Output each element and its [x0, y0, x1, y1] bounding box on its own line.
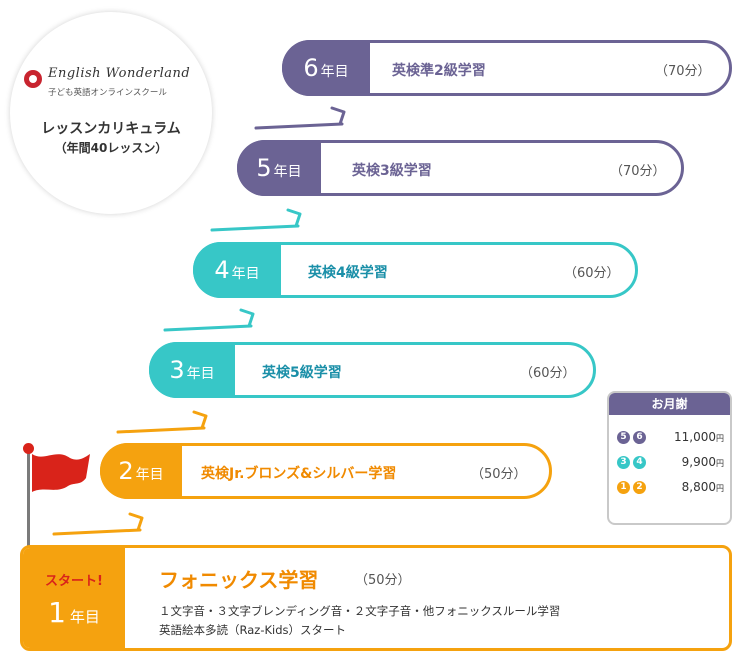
year-4-number: 4 — [214, 256, 230, 284]
year-4-badge: 4 年目 — [193, 242, 281, 298]
curriculum-logo-circle — [10, 12, 212, 214]
flag-pole — [27, 450, 30, 550]
year-5-bar: 5 年目 英検3級学習 （70分） — [237, 140, 684, 196]
year-2-dot: 2 — [633, 481, 646, 494]
step-arrow-icon — [210, 208, 302, 232]
logo-name-en: English Wonderland — [48, 66, 191, 81]
year-6-label: 英検準2級学習 — [392, 63, 486, 79]
year-1-panel: スタート! 1 年目 フォニックス学習 （50分） １文字音・３文字ブレンディング… — [20, 545, 732, 651]
year-6-number: 6 — [303, 54, 319, 82]
year-1-badge: スタート! 1 年目 — [23, 548, 125, 648]
year-5-dot: 5 — [617, 431, 630, 444]
year-2-bar: 2 年目 英検Jr.ブロンズ&シルバー学習 （50分） — [100, 443, 552, 499]
year-4-dot: 4 — [633, 456, 646, 469]
year-6-bar: 6 年目 英検準2級学習 （70分） — [282, 40, 732, 96]
flag-pole-top — [23, 443, 34, 454]
fee-row-years-3-4: 3 4 9,900円 — [617, 454, 724, 474]
year-3-dot: 3 — [617, 456, 630, 469]
year-3-duration: （60分） — [520, 366, 576, 381]
year-5-number: 5 — [256, 154, 272, 182]
year-3-bar: 3 年目 英検5級学習 （60分） — [149, 342, 596, 398]
year-6-duration: （70分） — [655, 64, 711, 79]
year-5-badge: 5 年目 — [237, 140, 321, 196]
monthly-fee-box: お月謝 5 6 11,000円 3 4 9,900円 1 2 8,800円 — [607, 391, 732, 525]
monthly-fee-title: お月謝 — [609, 393, 730, 415]
step-arrow-icon — [163, 308, 255, 332]
year-1-title: 1 年目 — [23, 596, 125, 629]
year-5-unit: 年目 — [273, 164, 302, 180]
year-5-duration: （70分） — [610, 164, 666, 179]
school-logo-icon — [24, 70, 42, 88]
year-3-unit: 年目 — [186, 366, 215, 382]
curriculum-subtitle: （年間40レッスン） — [54, 141, 168, 155]
year-2-badge: 2 年目 — [100, 443, 182, 499]
fee-amount: 8,800円 — [681, 480, 724, 494]
year-6-dot: 6 — [633, 431, 646, 444]
year-2-duration: （50分） — [471, 467, 527, 482]
fee-amount: 11,000円 — [674, 430, 724, 444]
year-6-badge: 6 年目 — [282, 40, 370, 96]
year-3-badge: 3 年目 — [149, 342, 235, 398]
year-4-label: 英検4級学習 — [308, 265, 388, 281]
year-4-unit: 年目 — [231, 266, 260, 282]
year-4-duration: （60分） — [564, 266, 620, 281]
flag-icon — [32, 454, 90, 492]
year-1-unit: 年目 — [69, 608, 100, 626]
start-label: スタート! — [45, 574, 103, 589]
year-1-description-1: １文字音・３文字ブレンディング音・２文字子音・他フォニックスルール学習 — [159, 604, 561, 618]
year-1-dot: 1 — [617, 481, 630, 494]
year-1-duration: （50分） — [355, 573, 411, 588]
step-arrow-icon — [254, 106, 346, 130]
year-6-unit: 年目 — [320, 64, 349, 80]
step-arrow-icon — [52, 512, 144, 536]
year-2-number: 2 — [118, 457, 134, 485]
curriculum-title: レッスンカリキュラム — [41, 121, 181, 137]
year-3-label: 英検5級学習 — [262, 365, 342, 381]
year-1-description-2: 英語絵本多読（Raz-Kids）スタート — [159, 623, 346, 637]
fee-row-years-5-6: 5 6 11,000円 — [617, 429, 724, 449]
logo-name-jp: 子ども英語オンラインスクール — [48, 88, 167, 98]
year-3-number: 3 — [169, 356, 185, 384]
year-4-bar: 4 年目 英検4級学習 （60分） — [193, 242, 638, 298]
step-arrow-icon — [116, 410, 208, 434]
year-2-label: 英検Jr.ブロンズ&シルバー学習 — [201, 466, 397, 482]
year-2-unit: 年目 — [135, 467, 164, 483]
year-1-label: フォニックス学習 — [159, 568, 319, 592]
year-1-number: 1 — [48, 596, 66, 629]
fee-amount: 9,900円 — [681, 455, 724, 469]
fee-row-years-1-2: 1 2 8,800円 — [617, 479, 724, 499]
year-5-label: 英検3級学習 — [352, 163, 432, 179]
